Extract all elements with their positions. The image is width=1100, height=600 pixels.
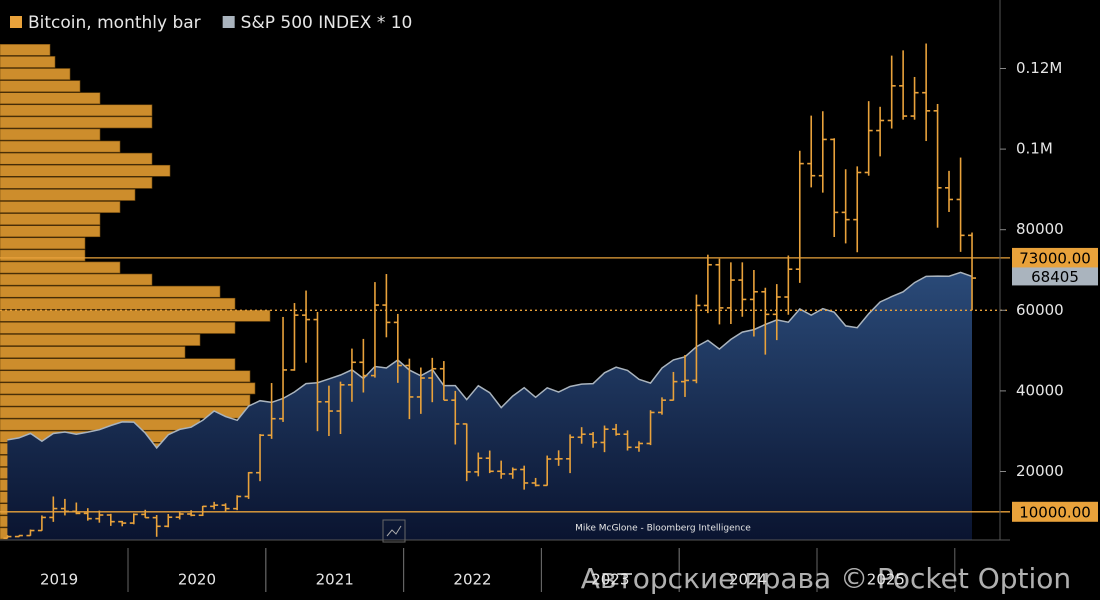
volume-bar	[0, 309, 271, 322]
volume-bar	[0, 237, 86, 250]
volume-bar	[0, 297, 236, 310]
y-tick-label: 40000	[1016, 381, 1064, 399]
last-value-label: 68405	[1031, 268, 1079, 286]
volume-bar	[0, 177, 153, 189]
volume-bar	[0, 249, 86, 262]
volume-bar	[0, 334, 201, 346]
plot-area	[0, 43, 1010, 540]
volume-bar	[0, 225, 101, 238]
chart-icon-glyph	[386, 525, 402, 537]
volume-bar	[0, 140, 121, 153]
legend-label: S&P 500 INDEX * 10	[241, 13, 413, 33]
reference-label: 10000.00	[1019, 503, 1091, 521]
volume-bar	[0, 370, 251, 383]
volume-bar	[0, 418, 201, 431]
volume-bar	[0, 382, 256, 395]
volume-bar	[0, 273, 153, 286]
volume-bar	[0, 68, 71, 80]
volume-bar	[0, 104, 153, 117]
volume-bar	[0, 56, 56, 68]
x-tick-label: 2022	[453, 571, 491, 589]
x-tick-label: 2023	[591, 571, 629, 589]
legend: Bitcoin, monthly bar S&P 500 INDEX * 10	[10, 13, 412, 33]
x-tick-label: 2024	[729, 571, 767, 589]
volume-bar	[0, 164, 171, 177]
volume-bar	[0, 261, 121, 274]
x-tick-label: 2021	[316, 571, 354, 589]
volume-bar	[0, 394, 251, 407]
x-tick-label: 2019	[40, 571, 78, 589]
volume-bar	[0, 213, 101, 225]
volume-bar	[0, 201, 121, 213]
volume-bar	[0, 80, 81, 92]
volume-bar	[0, 44, 51, 56]
y-tick-label: 0.1M	[1016, 140, 1053, 158]
legend-swatch	[222, 16, 235, 28]
sp500-line	[7, 271, 973, 450]
y-tick-label: 80000	[1016, 220, 1064, 238]
chart-icon	[382, 519, 406, 543]
reference-label-box	[1012, 501, 1098, 522]
volume-bar	[0, 322, 236, 334]
x-tick-label: 2020	[178, 571, 216, 589]
volume-bar	[0, 358, 236, 371]
last-value-box	[1012, 267, 1098, 286]
volume-bar	[0, 152, 153, 165]
volume-bar	[0, 285, 221, 298]
volume-bar	[0, 92, 101, 105]
volume-bar	[0, 128, 101, 141]
reference-label-box	[1012, 247, 1098, 268]
reference-label: 73000.00	[1019, 249, 1091, 267]
annotation: Mike McGlone - Bloomberg Intelligence	[575, 524, 751, 534]
legend-swatch	[10, 16, 22, 28]
y-tick-label: 20000	[1016, 462, 1064, 480]
y-tick-label: 0.12M	[1016, 59, 1062, 77]
x-tick-label: 2025	[867, 571, 905, 589]
y-tick-label: 60000	[1016, 301, 1064, 319]
volume-bar	[0, 116, 153, 129]
watermark: Авторские права © Pocket Option	[581, 562, 1071, 595]
volume-bar	[0, 189, 136, 201]
legend-label: Bitcoin, monthly bar	[28, 13, 201, 33]
volume-bar	[0, 346, 186, 358]
